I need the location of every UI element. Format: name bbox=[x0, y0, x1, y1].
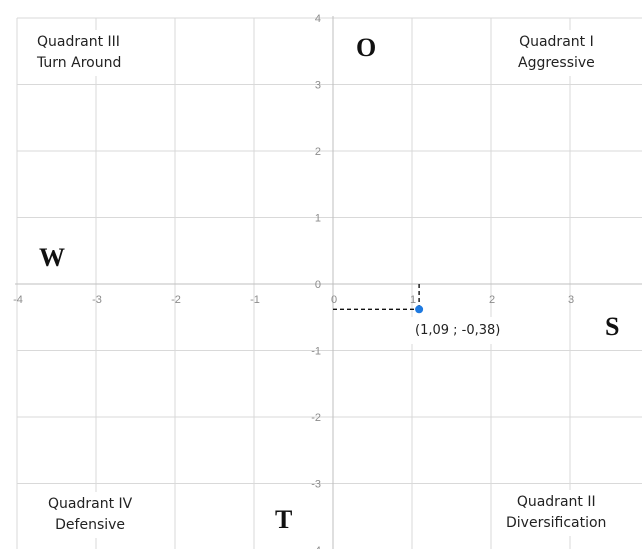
quadrant-4-subtitle: Defensive bbox=[55, 517, 126, 533]
quadrant-2-title: Quadrant II bbox=[516, 494, 596, 510]
letter-o: O bbox=[356, 33, 377, 62]
point-label: (1,09 ; -0,38) bbox=[407, 317, 509, 344]
y-tick-label: 2 bbox=[315, 146, 321, 158]
y-tick-label: 4 bbox=[315, 13, 321, 25]
x-tick-label: 3 bbox=[568, 294, 574, 306]
y-tick-label: 3 bbox=[315, 80, 321, 92]
y-tick-label: 1 bbox=[315, 213, 321, 225]
letter-s: S bbox=[605, 312, 620, 341]
y-tick-label: -4 bbox=[311, 545, 321, 549]
x-tick-label: -4 bbox=[13, 294, 23, 306]
x-tick-label: 2 bbox=[489, 294, 495, 306]
quadrant-4-title: Quadrant IV bbox=[48, 496, 133, 512]
y-tick-label: -1 bbox=[311, 346, 321, 358]
letter-w: W bbox=[39, 243, 65, 272]
letter-t: T bbox=[275, 505, 293, 534]
y-tick-label: 0 bbox=[315, 279, 321, 291]
quadrant-3-title: Quadrant III bbox=[37, 34, 120, 50]
x-tick-label: -3 bbox=[92, 294, 102, 306]
y-tick-label: -2 bbox=[311, 412, 321, 424]
x-tick-label: -2 bbox=[171, 294, 181, 306]
quadrant-1-subtitle: Aggressive bbox=[518, 55, 595, 71]
quadrant-1-label: Quadrant I Aggressive bbox=[514, 30, 599, 76]
x-tick-label: 0 bbox=[331, 294, 337, 306]
quadrant-4-label: Quadrant IV Defensive bbox=[44, 492, 137, 538]
quadrant-2-subtitle: Diversification bbox=[506, 515, 607, 531]
y-tick-label: -3 bbox=[311, 479, 321, 491]
quadrant-3-label: Quadrant III Turn Around bbox=[33, 30, 126, 76]
x-tick-label: -1 bbox=[250, 294, 260, 306]
data-point bbox=[415, 305, 424, 314]
x-tick-label: 1 bbox=[410, 294, 416, 306]
quadrant-1-title: Quadrant I bbox=[519, 34, 594, 50]
quadrant-3-subtitle: Turn Around bbox=[37, 55, 122, 71]
quadrant-2-label: Quadrant II Diversification bbox=[502, 490, 611, 536]
